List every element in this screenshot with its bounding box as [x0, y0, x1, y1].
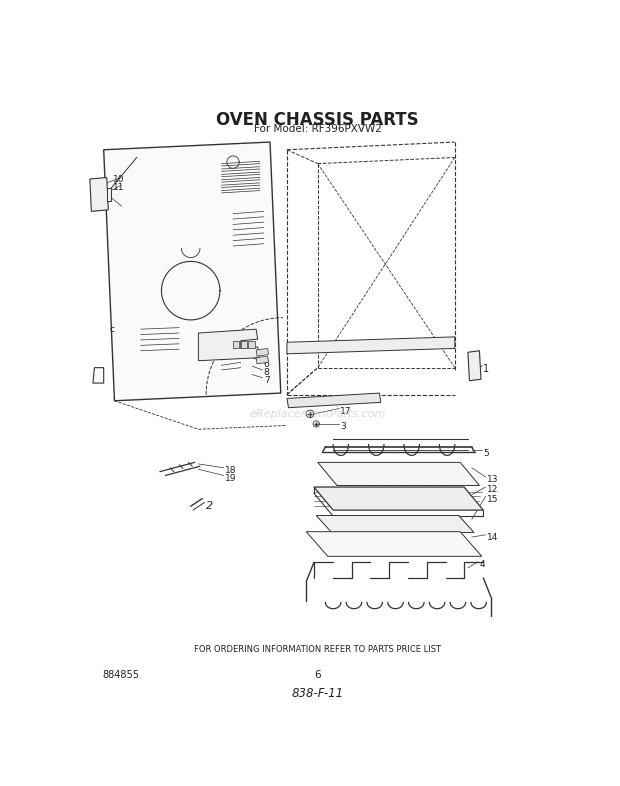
Text: 10: 10	[113, 175, 125, 184]
Text: 12: 12	[487, 486, 498, 494]
Text: 19: 19	[225, 474, 237, 483]
Polygon shape	[198, 329, 259, 361]
Text: 1: 1	[484, 364, 489, 374]
Text: 838-F-11: 838-F-11	[291, 687, 344, 700]
Text: OVEN CHASSIS PARTS: OVEN CHASSIS PARTS	[216, 112, 419, 129]
Text: 13: 13	[487, 476, 498, 484]
Text: FOR ORDERING INFORMATION REFER TO PARTS PRICE LIST: FOR ORDERING INFORMATION REFER TO PARTS …	[194, 645, 441, 654]
Text: 884855: 884855	[102, 670, 139, 680]
Text: 15: 15	[487, 494, 498, 504]
Text: 18: 18	[225, 466, 237, 476]
Text: 17: 17	[340, 407, 352, 416]
Text: 4: 4	[479, 560, 485, 569]
Text: 6: 6	[314, 670, 321, 680]
Text: 7: 7	[264, 376, 270, 385]
Text: 11: 11	[113, 183, 125, 192]
Polygon shape	[241, 340, 247, 347]
Polygon shape	[468, 351, 481, 380]
Polygon shape	[317, 462, 479, 486]
Polygon shape	[233, 340, 239, 347]
Text: 5: 5	[484, 449, 489, 457]
Text: For Model: RF396PXVW2: For Model: RF396PXVW2	[254, 123, 382, 134]
Polygon shape	[314, 487, 484, 510]
Polygon shape	[107, 189, 112, 200]
Polygon shape	[93, 368, 104, 383]
Polygon shape	[256, 356, 268, 364]
Polygon shape	[287, 337, 455, 354]
Text: eReplacementParts.com: eReplacementParts.com	[250, 409, 386, 419]
Text: 3: 3	[340, 422, 346, 432]
Polygon shape	[90, 178, 108, 211]
Text: 8: 8	[264, 369, 270, 377]
Text: 14: 14	[487, 533, 498, 542]
Polygon shape	[287, 393, 381, 408]
Polygon shape	[316, 516, 474, 532]
Polygon shape	[306, 531, 482, 556]
Text: 6: 6	[264, 360, 270, 369]
Text: c: c	[110, 325, 115, 334]
Polygon shape	[249, 340, 255, 347]
Text: 2: 2	[206, 501, 213, 511]
Polygon shape	[104, 142, 281, 401]
Polygon shape	[256, 348, 268, 356]
